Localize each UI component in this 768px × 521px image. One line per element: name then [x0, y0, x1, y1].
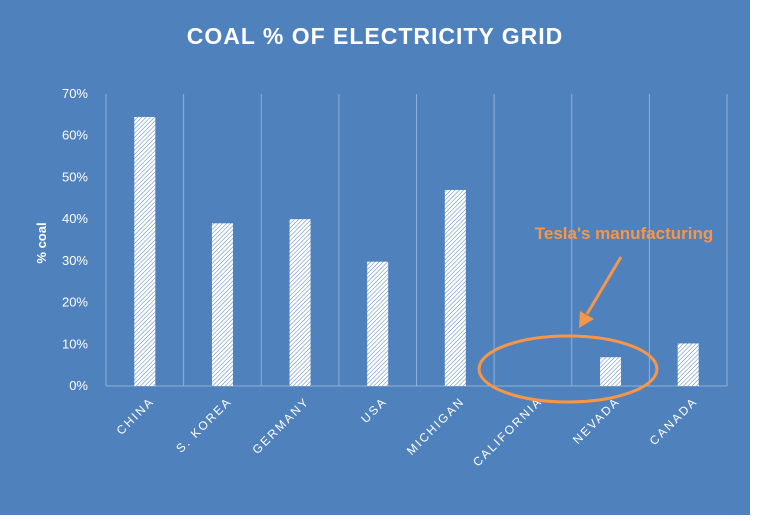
annotation-arrow: [579, 256, 623, 328]
annotation-label: Tesla's manufacturing: [535, 224, 714, 243]
y-tick-label: 30%: [62, 253, 88, 268]
coal-bar-chart: 0% 10% 20% 30% 40% 50% 60% 70% CHINA S. KOREA GER…: [34, 23, 728, 469]
y-ticks: 0% 10% 20% 30% 40% 50% 60% 70%: [62, 86, 88, 393]
y-tick-label: 70%: [62, 86, 88, 101]
x-tick-label: USA: [358, 394, 390, 426]
x-tick-label: MICHIGAN: [404, 394, 468, 458]
bars: [134, 116, 699, 386]
chart-area: 0% 10% 20% 30% 40% 50% 60% 70% CHINA S. KOREA GER…: [0, 0, 750, 515]
y-tick-label: 50%: [62, 169, 88, 184]
x-tick-label: CANADA: [647, 394, 701, 448]
bar-usa: [367, 261, 389, 386]
y-tick-label: 40%: [62, 211, 88, 226]
grid-lines: [105, 94, 728, 387]
bar-canada: [677, 343, 699, 386]
bar-michigan: [444, 189, 466, 386]
annotation-ellipse: [477, 334, 659, 404]
bar-germany: [289, 219, 311, 386]
bar-china: [134, 116, 156, 386]
bar-nevada: [600, 357, 622, 386]
x-ticks: CHINA S. KOREA GERMANY USA MICHIGAN CALIFORNI…: [114, 394, 701, 469]
chart-title: COAL % OF ELECTRICITY GRID: [187, 23, 564, 49]
y-tick-label: 60%: [62, 128, 88, 143]
x-tick-label: GERMANY: [249, 394, 312, 457]
y-tick-label: 20%: [62, 295, 88, 310]
x-tick-label: S. KOREA: [173, 394, 234, 455]
x-tick-label: CHINA: [114, 394, 157, 437]
y-tick-label: 10%: [62, 336, 88, 351]
x-tick-label: CALIFORNIA: [470, 394, 545, 469]
y-tick-label: 0%: [69, 378, 88, 393]
bar-s-korea: [211, 223, 233, 386]
y-axis-label: % coal: [34, 222, 49, 263]
